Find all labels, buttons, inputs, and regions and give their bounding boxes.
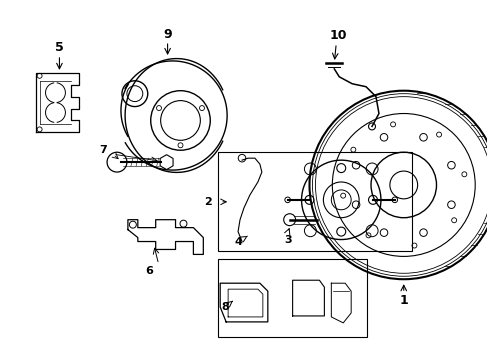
Polygon shape bbox=[160, 155, 173, 170]
Text: 5: 5 bbox=[55, 41, 63, 54]
Text: 2: 2 bbox=[204, 197, 212, 207]
Bar bbox=[218, 260, 366, 337]
Text: 10: 10 bbox=[329, 29, 346, 42]
Text: 3: 3 bbox=[283, 234, 291, 244]
Text: 7: 7 bbox=[99, 145, 107, 155]
Text: 1: 1 bbox=[399, 293, 407, 307]
Text: 9: 9 bbox=[163, 28, 172, 41]
Text: 6: 6 bbox=[144, 266, 152, 276]
Text: 8: 8 bbox=[221, 302, 228, 312]
Text: 4: 4 bbox=[234, 237, 242, 247]
Bar bbox=[218, 152, 411, 251]
